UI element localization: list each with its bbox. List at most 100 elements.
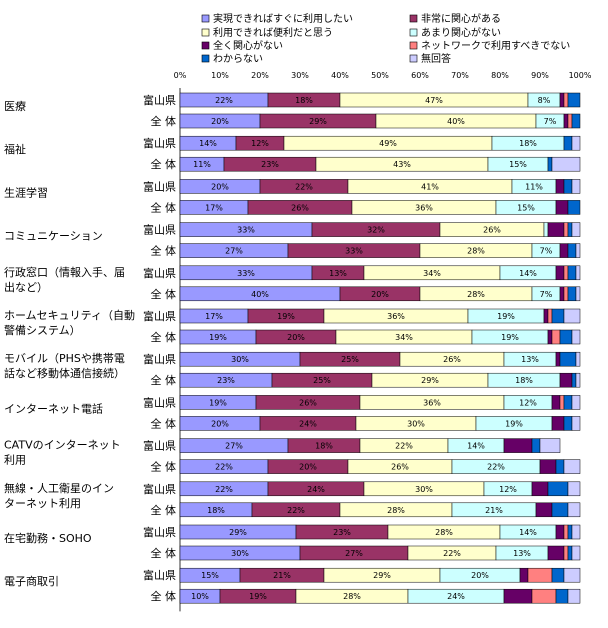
data-label: 47% <box>425 96 443 105</box>
bar-segment <box>571 372 577 388</box>
data-label: 34% <box>395 333 413 342</box>
data-label: 13% <box>521 355 539 364</box>
data-label: 20% <box>371 290 389 299</box>
data-label: 19% <box>277 312 295 321</box>
bar-segment <box>559 395 565 410</box>
group-label: 全 体 <box>151 373 177 387</box>
data-label: 13% <box>329 269 347 278</box>
bar-segment <box>571 179 581 194</box>
legend-label: わからない <box>213 53 263 65</box>
group-label: 全 体 <box>151 416 177 430</box>
x-tick-label: 30% <box>291 71 309 80</box>
legend-swatch <box>201 28 210 37</box>
group-label: 全 体 <box>151 200 177 214</box>
category-label: コミュニケーション <box>4 230 103 243</box>
data-label: 22% <box>295 182 313 191</box>
category-label: CATVのインターネット <box>4 439 121 452</box>
category-label: 警備システム） <box>4 323 81 337</box>
bar-segment <box>567 222 573 237</box>
bar-segment <box>567 502 581 518</box>
data-label: 40% <box>447 117 465 126</box>
bar-segment <box>563 545 569 561</box>
bar-segment <box>567 524 573 540</box>
bar-segment <box>539 438 561 453</box>
data-label: 29% <box>421 376 439 385</box>
bar-segment <box>555 265 565 281</box>
data-label: 7% <box>540 290 553 299</box>
bar-segment <box>503 588 533 604</box>
data-label: 22% <box>215 463 233 472</box>
legend-swatch <box>409 14 418 23</box>
data-label: 10% <box>191 592 209 601</box>
legend-label: 実現できればすぐに利用したい <box>213 12 353 25</box>
legend-swatch <box>201 54 210 63</box>
group-label: 富山県 <box>143 93 176 107</box>
data-label: 19% <box>209 333 227 342</box>
data-label: 17% <box>205 203 223 212</box>
x-tick-label: 70% <box>451 71 469 80</box>
data-label: 22% <box>287 506 305 515</box>
group-label: 全 体 <box>151 244 177 258</box>
category-label: 無線・人工衛星のイン <box>4 481 114 495</box>
data-label: 22% <box>443 549 461 558</box>
bar-segment <box>563 416 573 431</box>
data-label: 27% <box>345 549 363 558</box>
data-label: 23% <box>261 160 279 169</box>
group-label: 富山県 <box>143 309 176 323</box>
data-label: 30% <box>407 419 425 428</box>
data-label: 29% <box>373 571 391 580</box>
bar-segment <box>567 243 577 258</box>
data-label: 18% <box>515 376 533 385</box>
data-label: 18% <box>315 442 333 451</box>
bar-segment <box>563 222 569 237</box>
data-label: 36% <box>423 398 441 407</box>
category-label: 出など） <box>4 280 48 294</box>
legend-label: 利用できれば便利だと思う <box>213 26 333 39</box>
x-tick-label: 80% <box>491 71 509 80</box>
bar-segment <box>571 395 581 410</box>
bar-segment <box>555 459 565 474</box>
group-label: 富山県 <box>143 482 176 496</box>
data-label: 22% <box>215 485 233 494</box>
bar-segment <box>547 545 565 561</box>
category-label: 電子商取引 <box>4 574 59 588</box>
data-label: 14% <box>199 139 217 148</box>
bar-segment <box>539 459 557 474</box>
data-label: 17% <box>205 312 223 321</box>
category-label: ホームセキュリティ（自動 <box>4 308 135 322</box>
x-tick-label: 20% <box>251 71 269 80</box>
data-label: 26% <box>391 463 409 472</box>
bar-segment <box>551 567 565 583</box>
data-label: 13% <box>513 549 531 558</box>
group-label: 富山県 <box>143 439 176 453</box>
data-label: 30% <box>415 485 433 494</box>
data-label: 22% <box>395 442 413 451</box>
data-label: 24% <box>299 419 317 428</box>
bar-segment <box>555 200 569 215</box>
bar-segment <box>543 308 549 324</box>
bar-segment <box>503 438 533 453</box>
data-label: 18% <box>207 506 225 515</box>
data-label: 7% <box>540 247 553 256</box>
bar-segment <box>543 222 549 237</box>
group-label: 全 体 <box>151 114 177 128</box>
group-label: 全 体 <box>151 330 177 344</box>
legend-label: ネットワークで利用すべきでない <box>421 40 570 52</box>
data-label: 19% <box>497 312 515 321</box>
x-tick-label: 90% <box>531 71 549 80</box>
bar-segment <box>563 286 569 302</box>
bar-segment <box>563 395 573 410</box>
bar-segment <box>559 372 573 388</box>
legend-swatch <box>201 41 210 50</box>
bar-segment <box>527 567 553 583</box>
data-label: 28% <box>467 290 485 299</box>
group-label: 全 体 <box>151 157 177 171</box>
bar-segment <box>547 308 553 324</box>
data-label: 32% <box>367 226 385 235</box>
data-label: 20% <box>299 463 317 472</box>
bar-segment <box>563 308 581 324</box>
data-label: 23% <box>217 376 235 385</box>
category-label: 行政窓口（情報入手、届 <box>4 265 125 279</box>
data-label: 26% <box>291 203 309 212</box>
